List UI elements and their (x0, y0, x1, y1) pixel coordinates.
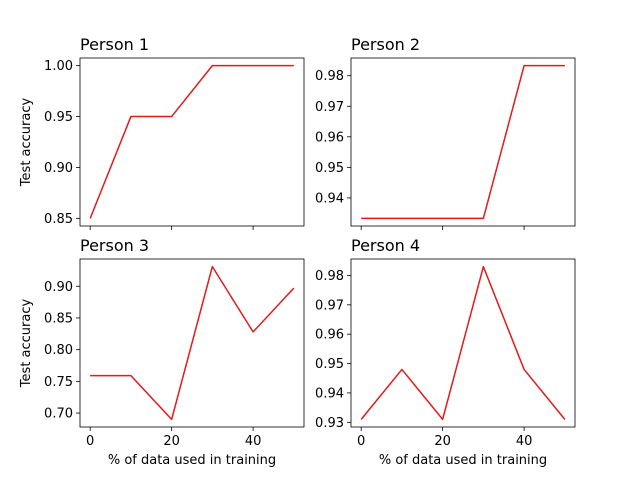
x-tick-label: 40 (245, 434, 262, 449)
series-line (361, 64, 565, 220)
panel-title: Person 1 (80, 35, 149, 54)
y-tick-label: 0.90 (44, 280, 73, 295)
plot-area: 0 20 40 0.70 0.75 0.80 0.85 0.90 % of data used … (19, 258, 305, 468)
x-tick-label: 20 (434, 434, 451, 449)
axes-frame (350, 57, 576, 227)
plot-area: 0.85 0.90 0.95 1.00 Test accuracy (19, 57, 305, 230)
series-line (90, 265, 295, 421)
x-axis-label: % of data used in training (108, 453, 276, 468)
y-tick-label: 0.96 (315, 328, 344, 343)
x-tick-label: 0 (86, 434, 94, 449)
panel-title: Person 2 (351, 35, 420, 54)
y-tick-label: 0.75 (44, 375, 73, 390)
plot-area: 0 20 40 0.93 0.94 0.95 0.96 0.97 0.98 % of data u… (315, 258, 576, 468)
y-tick-label: 0.97 (315, 100, 344, 115)
y-tick-label: 0.95 (44, 110, 73, 125)
y-tick-label: 1.00 (44, 59, 73, 74)
y-tick-label: 0.95 (315, 161, 344, 176)
y-axis-label: Test accuracy (19, 98, 34, 188)
y-tick-label: 0.93 (315, 416, 344, 431)
axes-frame (350, 258, 576, 428)
panel-title: Person 4 (351, 236, 420, 255)
y-tick-label: 0.98 (315, 269, 344, 284)
y-tick-label: 0.95 (315, 357, 344, 372)
y-axis-label: Test accuracy (19, 299, 34, 389)
axes-frame (79, 57, 305, 227)
panel-person-1: Person 1 0.85 0.90 0.95 1.00 Test accuracy (19, 35, 305, 230)
series-line (89, 64, 294, 219)
x-tick-label: 40 (516, 434, 533, 449)
panel-person-4: Person 4 0 20 40 0.93 0.94 0.95 0.96 0.97 0.98 % … (315, 236, 576, 468)
panel-person-3: Person 3 0 20 40 0.70 0.75 0.80 0.85 0.90 % of d… (19, 236, 305, 468)
x-tick-label: 0 (357, 434, 365, 449)
y-tick-label: 0.90 (44, 161, 73, 176)
y-tick-label: 0.85 (44, 212, 73, 227)
y-tick-label: 0.85 (44, 311, 73, 326)
axes-frame (79, 258, 305, 428)
x-tick-label: 20 (163, 434, 180, 449)
x-axis-label: % of data used in training (379, 453, 547, 468)
y-tick-label: 0.98 (315, 69, 344, 84)
y-tick-label: 0.80 (44, 343, 73, 358)
plot-area: 0.94 0.95 0.96 0.97 0.98 (315, 57, 576, 230)
y-tick-label: 0.94 (315, 191, 344, 206)
panel-person-2: Person 2 0.94 0.95 0.96 0.97 0.98 (315, 35, 576, 230)
panel-title: Person 3 (80, 236, 149, 255)
y-tick-label: 0.94 (315, 386, 344, 401)
y-tick-label: 0.97 (315, 298, 344, 313)
y-tick-label: 0.96 (315, 130, 344, 145)
y-tick-label: 0.70 (44, 407, 73, 422)
series-line (360, 265, 566, 421)
